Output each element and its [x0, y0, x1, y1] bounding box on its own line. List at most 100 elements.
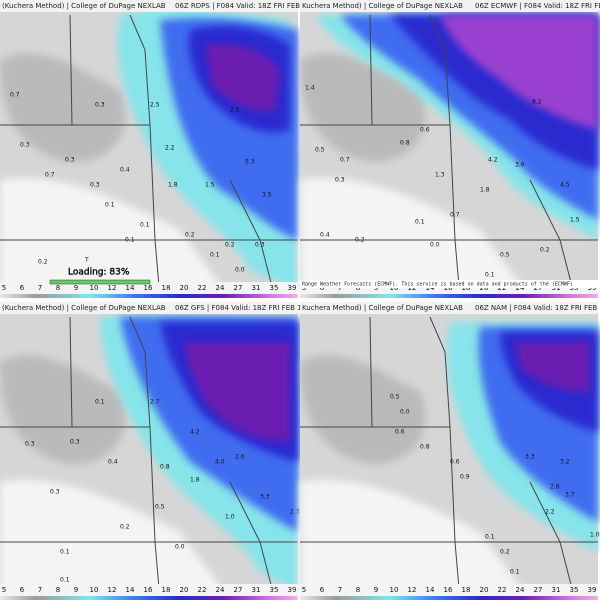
- colorbar-label: 18: [162, 284, 171, 292]
- loading-text: Loading: 83%: [68, 268, 130, 278]
- map-value: 4.2: [190, 429, 200, 436]
- colorbar-label: 14: [126, 284, 135, 292]
- state-border: [529, 481, 576, 601]
- map-value: 0.8: [420, 444, 430, 451]
- clear-area: [300, 480, 530, 600]
- map-value: 0.1: [415, 219, 425, 226]
- colorbar-label: 6: [20, 284, 25, 292]
- map-value: 0.2: [355, 237, 365, 244]
- colorbar-label: 10: [390, 586, 399, 594]
- map-value: 0.0: [400, 409, 410, 416]
- colorbar-label: 20: [180, 284, 189, 292]
- colorbar-label: 27: [234, 586, 243, 594]
- ecmwf-notice: Range Weather Forecasts (ECMWF). This se…: [302, 282, 573, 288]
- map-value: 1.8: [168, 182, 178, 189]
- map-value: 2.2: [545, 509, 555, 516]
- map-value: 1.3: [435, 172, 445, 179]
- colorbar: [300, 294, 598, 298]
- colorbar-label: 7: [338, 586, 342, 594]
- map-value: 0.3: [70, 439, 80, 446]
- colorbar-label: 5: [2, 284, 6, 292]
- map-value: 0.2: [185, 232, 195, 239]
- map-value: 0.6: [420, 127, 430, 134]
- colorbar-label: 24: [216, 284, 225, 292]
- header-bar: [300, 302, 598, 314]
- state-border: [429, 14, 451, 126]
- colorbar-label: 10: [90, 586, 99, 594]
- map-value: 2.7: [150, 399, 160, 406]
- colorbar-label: 20: [480, 586, 489, 594]
- snow-core: [205, 43, 280, 111]
- map-value: 2.3: [290, 509, 300, 516]
- colorbar-label: 6: [20, 586, 25, 594]
- clear-area: [300, 178, 530, 298]
- colorbar-label: 31: [552, 586, 561, 594]
- colorbar-label: 20: [180, 586, 189, 594]
- map-value: 4.2: [488, 157, 498, 164]
- notice-bg: [300, 280, 598, 288]
- map-value: 1.4: [305, 85, 315, 92]
- colorbar-label: 9: [74, 284, 78, 292]
- state-border: [300, 124, 598, 241]
- header-left: Kuchera Method) | College of DuPage NEXL…: [302, 304, 463, 312]
- map-value: 0.1: [485, 272, 495, 279]
- header-bar: [300, 0, 598, 12]
- map-value: 0.4: [120, 167, 130, 174]
- map-value: 0.5: [390, 394, 400, 401]
- map-value: 2.2: [165, 145, 175, 152]
- colorbar-label: 31: [252, 586, 261, 594]
- state-border: [429, 316, 451, 428]
- map-value: 1.8: [480, 187, 490, 194]
- map-value: 0.1: [60, 549, 70, 556]
- map-value: 0.1: [95, 399, 105, 406]
- colorbar-label: 6: [320, 586, 325, 594]
- light-snow: [0, 355, 126, 464]
- map-value: 0.3: [335, 177, 345, 184]
- map-value: 0.0: [430, 242, 440, 249]
- colorbar-label: 16: [444, 586, 453, 594]
- map-value: 0.7: [45, 172, 55, 179]
- map-value: 5.3: [245, 159, 255, 166]
- map-value: 4.5: [560, 182, 570, 189]
- colorbar-label: 35: [270, 586, 279, 594]
- map-value: 0.1: [210, 252, 220, 259]
- colorbar-label: 14: [426, 586, 435, 594]
- map-panel: (Kuchera Method) | College of DuPage NEX…: [0, 302, 326, 601]
- map-value: T: [84, 257, 89, 264]
- snow-core: [185, 342, 290, 442]
- map-value: 0.7: [340, 157, 350, 164]
- map-value: 3.3: [525, 454, 535, 461]
- header-left: (Kuchera Method) | College of DuPage NEX…: [2, 2, 166, 10]
- state-border: [69, 316, 73, 428]
- map-value: 1.5: [570, 217, 580, 224]
- map-value: 0.0: [235, 267, 245, 274]
- map-value: 0.3: [50, 489, 60, 496]
- state-border: [129, 316, 151, 428]
- map-value: 0.3: [25, 441, 35, 448]
- colorbar-label: 39: [288, 586, 297, 594]
- state-border: [369, 14, 373, 126]
- colorbar-label: 31: [252, 284, 261, 292]
- snow-core: [440, 15, 598, 130]
- map-value: 2.6: [230, 107, 240, 114]
- map-value: 0.0: [175, 544, 185, 551]
- map-value: 0.9: [460, 474, 470, 481]
- map-value: 0.1: [485, 534, 495, 541]
- state-border: [300, 426, 598, 543]
- map-value: 0.6: [395, 429, 405, 436]
- state-border: [0, 426, 298, 543]
- colorbar-label: 7: [38, 586, 42, 594]
- map-value: 4.0: [215, 459, 225, 466]
- state-border: [69, 14, 73, 126]
- header-bar: [0, 302, 298, 314]
- header-left: Kuchera Method) | College of DuPage NEXL…: [302, 2, 463, 10]
- colorbar-label: 7: [38, 284, 42, 292]
- clear-area: [0, 178, 230, 298]
- map-value: 0.7: [450, 212, 460, 219]
- colorbar: [0, 294, 298, 298]
- map-value: 0.7: [10, 92, 20, 99]
- colorbar-label: 22: [498, 586, 507, 594]
- header-right: 06Z RDPS | F084 Valid: 18Z FRI FEB 11 20…: [175, 2, 331, 10]
- map-value: 1.0: [590, 532, 600, 539]
